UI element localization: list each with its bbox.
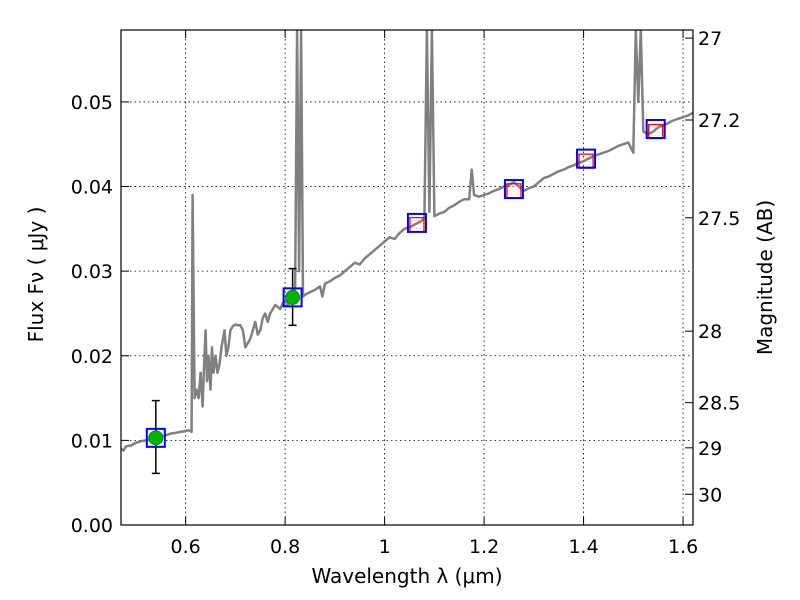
magnitude-tick-label: 27.2: [698, 110, 740, 132]
x-tick-label: 1.2: [469, 536, 499, 558]
x-tick-label: 1.6: [668, 536, 698, 558]
y-tick-label: 0.03: [71, 261, 113, 283]
y-tick-label: 0.05: [71, 92, 113, 114]
y-tick-label: 0.01: [71, 430, 113, 452]
model-photometry-inner: [581, 156, 591, 166]
x-tick-label: 0.6: [171, 536, 201, 558]
spectrum-layer: [121, 30, 693, 452]
x-tick-label: 1: [379, 536, 391, 558]
x-tick-label: 1.4: [568, 536, 598, 558]
detection-marker: [148, 430, 164, 446]
magnitude-tick-label: 28.5: [698, 393, 740, 415]
magnitude-tick-label: 30: [698, 484, 722, 506]
magnitude-tick-label: 29: [698, 438, 722, 460]
observed-photometry-marker: [645, 119, 666, 139]
marker-layer: [145, 119, 666, 475]
observed-photometry-marker: [503, 179, 524, 200]
plot-frame: [120, 29, 694, 526]
y-tick-label: 0.04: [71, 177, 113, 199]
x-tick-label: 0.8: [270, 536, 300, 558]
y-tick-label: 0.02: [71, 346, 113, 368]
observed-photometry-marker: [145, 427, 166, 448]
model-spectrum-line: [121, 30, 693, 452]
magnitude-tick-label: 27: [698, 28, 722, 50]
model-photometry-inner: [651, 127, 661, 136]
y-axis-label: Flux Fν ( μJy ): [24, 207, 48, 343]
magnitude-axis-label: Magnitude (AB): [753, 200, 777, 355]
y-tick-label: 0.00: [71, 515, 113, 537]
x-axis-label: Wavelength λ (μm): [311, 564, 502, 588]
observed-photometry-marker: [406, 212, 427, 233]
model-photometry-inner: [509, 186, 519, 196]
magnitude-tick-label: 28: [698, 321, 722, 343]
detection-marker: [285, 289, 301, 305]
ticks: 0.6 0.8 1 1.2 1.4 1.6 0.00 0.01 0.02 0.03 0.04 0.05…: [71, 28, 741, 558]
observed-photometry-marker: [576, 148, 597, 169]
magnitude-tick-label: 27.5: [698, 208, 740, 230]
observed-photometry-marker: [282, 287, 303, 308]
model-photometry-inner: [412, 220, 422, 230]
grid: [121, 30, 693, 525]
